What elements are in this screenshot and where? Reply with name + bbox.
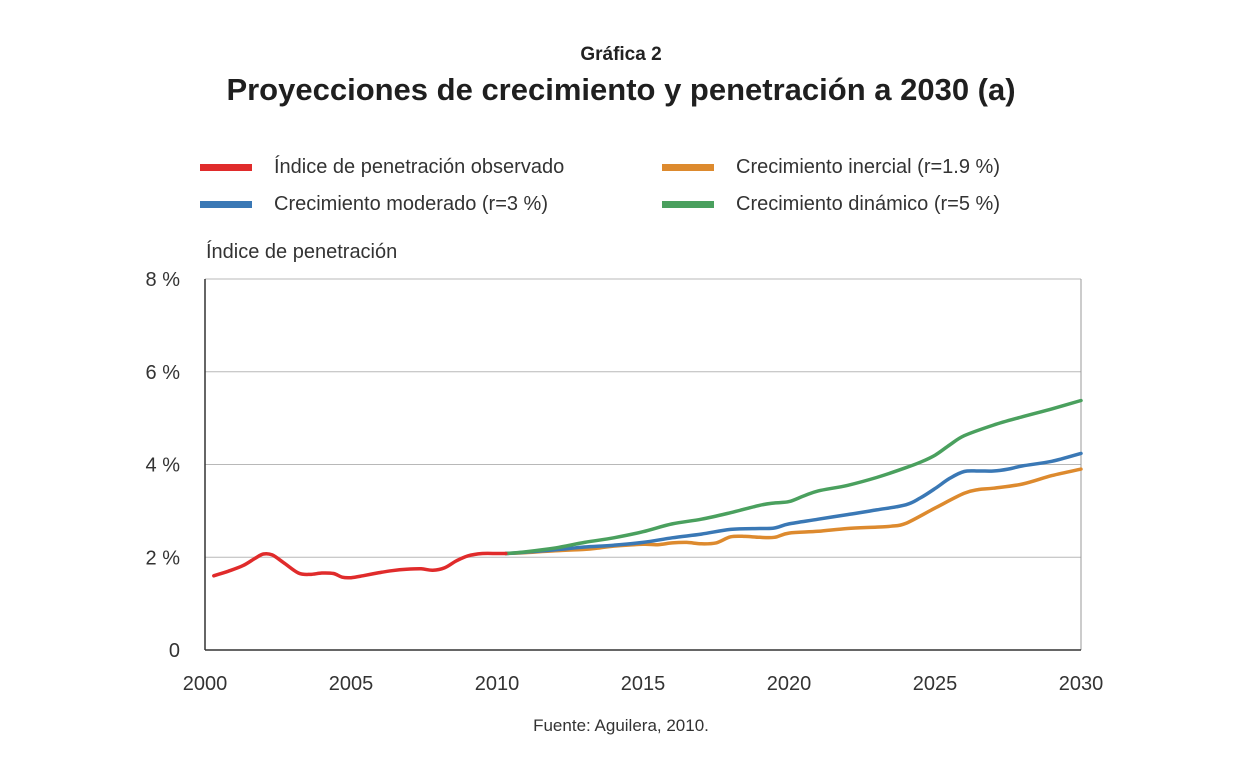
legend-label-inertial: Crecimiento inercial (r=1.9 %) <box>736 155 1000 178</box>
legend: Índice de penetración observado Crecimie… <box>200 152 1100 222</box>
y-tick-label: 0 <box>169 640 180 662</box>
x-tick-label: 2015 <box>621 673 666 695</box>
legend-swatch-moderate <box>200 200 252 208</box>
y-axis-label: Índice de penetración <box>206 241 398 263</box>
tick-labels: 0 2 % 4 % 6 % 8 % 2000 2005 2010 2015 2020 2025 203… <box>146 269 1104 695</box>
source-note: Fuente: Aguilera, 2010. <box>533 716 709 735</box>
x-tick-label: 2010 <box>475 673 520 695</box>
legend-label-moderate: Crecimiento moderado (r=3 %) <box>274 192 548 215</box>
legend-item-dynamic: Crecimiento dinámico (r=5 %) <box>662 189 1000 219</box>
x-tick-label: 2005 <box>329 673 374 695</box>
x-tick-label: 2000 <box>183 673 228 695</box>
y-tick-label: 6 % <box>146 362 181 384</box>
gridlines <box>205 278 1081 558</box>
legend-item-moderate: Crecimiento moderado (r=3 %) <box>200 189 548 219</box>
legend-label-dynamic: Crecimiento dinámico (r=5 %) <box>736 192 1000 215</box>
series-line-moderate <box>504 451 1083 556</box>
y-tick-label: 2 % <box>146 547 181 569</box>
legend-label-observed: Índice de penetración observado <box>274 155 565 178</box>
legend-item-observed: Índice de penetración observado <box>200 152 564 182</box>
y-tick-label: 8 % <box>146 269 181 291</box>
legend-swatch-dynamic <box>662 200 714 208</box>
x-tick-label: 2030 <box>1059 673 1104 695</box>
x-tick-label: 2025 <box>913 673 958 695</box>
legend-swatch-observed <box>200 163 252 171</box>
y-tick-label: 4 % <box>146 455 181 477</box>
series-line-observed <box>212 551 508 580</box>
series-line-dynamic <box>504 398 1083 556</box>
chart-kicker: Gráfica 2 <box>580 44 662 65</box>
chart-title: Proyecciones de crecimiento y penetració… <box>226 72 1016 107</box>
x-tick-label: 2020 <box>767 673 812 695</box>
series-lines <box>212 398 1083 580</box>
legend-item-inertial: Crecimiento inercial (r=1.9 %) <box>662 152 1000 182</box>
legend-swatch-inertial <box>662 163 714 171</box>
axes <box>204 279 1082 651</box>
